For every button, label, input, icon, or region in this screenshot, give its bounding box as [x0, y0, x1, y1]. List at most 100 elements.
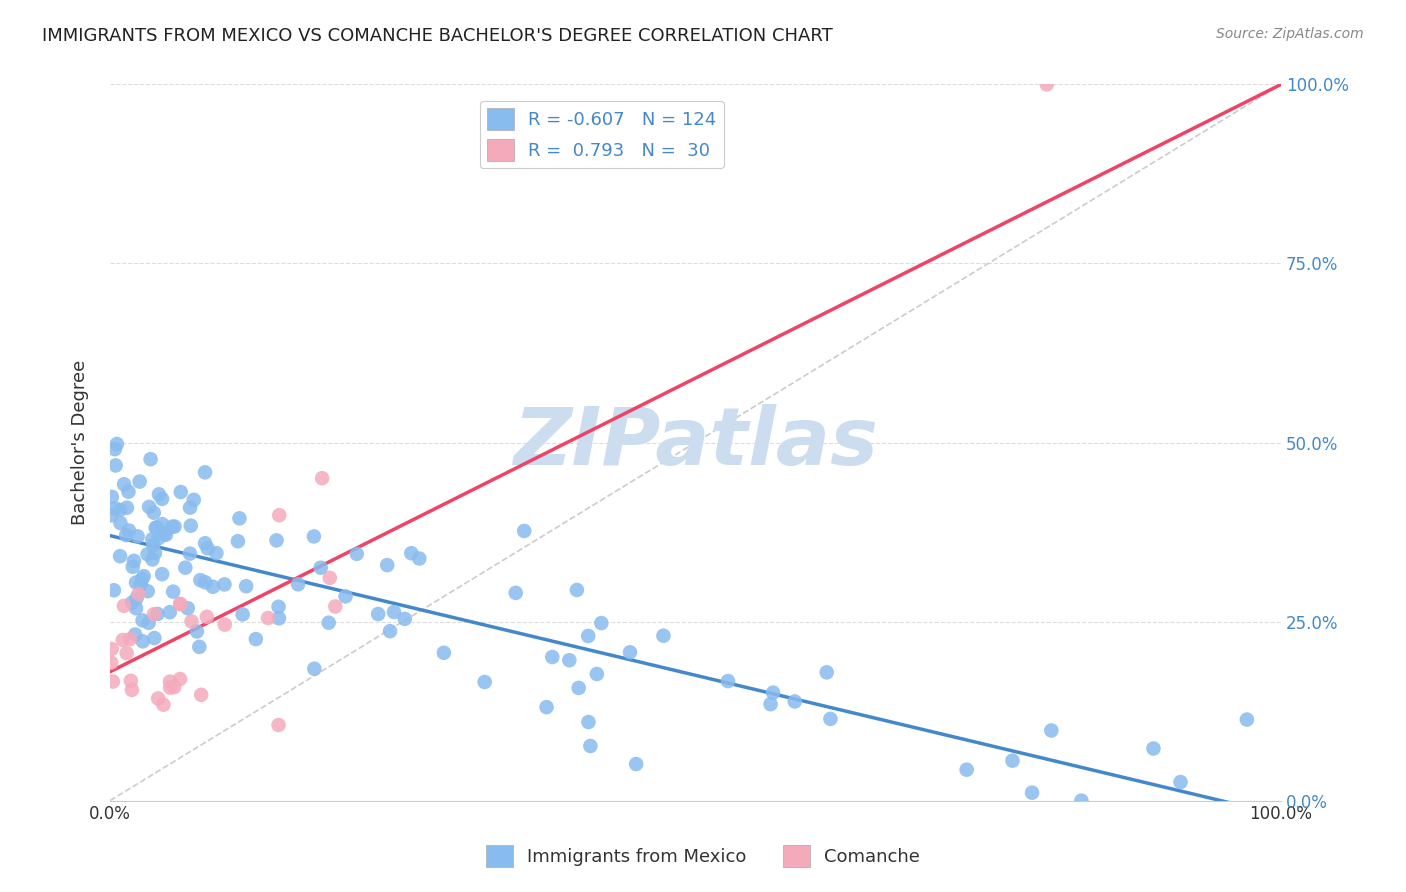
Point — [1170, 775, 1192, 789]
Point — [235, 579, 257, 593]
Point — [100, 642, 122, 657]
Point — [433, 646, 456, 660]
Text: Source: ZipAtlas.com: Source: ZipAtlas.com — [1216, 27, 1364, 41]
Point — [568, 681, 591, 695]
Point — [205, 546, 228, 560]
Point — [624, 757, 647, 772]
Point — [125, 601, 148, 615]
Point — [541, 650, 564, 665]
Point — [112, 599, 135, 613]
Point — [956, 763, 979, 777]
Point — [186, 624, 208, 639]
Point — [565, 582, 588, 597]
Point — [201, 580, 224, 594]
Point — [174, 560, 197, 574]
Point — [820, 712, 842, 726]
Point — [394, 612, 416, 626]
Point — [311, 471, 333, 485]
Point — [150, 517, 173, 532]
Point — [1236, 713, 1258, 727]
Point — [717, 674, 740, 689]
Point — [267, 611, 290, 625]
Point — [783, 694, 806, 708]
Point — [180, 615, 202, 629]
Point — [141, 552, 163, 566]
Point — [194, 466, 217, 480]
Point — [131, 614, 153, 628]
Point — [194, 536, 217, 550]
Point — [335, 590, 357, 604]
Point — [150, 567, 173, 582]
Point — [121, 596, 143, 610]
Point — [143, 631, 166, 645]
Point — [536, 700, 558, 714]
Point — [579, 739, 602, 753]
Point — [1070, 794, 1092, 808]
Point — [257, 611, 280, 625]
Point — [163, 680, 186, 694]
Point — [304, 662, 326, 676]
Point — [138, 615, 160, 630]
Point — [1040, 723, 1063, 738]
Point — [159, 605, 181, 619]
Point — [652, 629, 675, 643]
Point — [309, 560, 332, 574]
Point — [159, 674, 181, 689]
Point — [108, 503, 131, 517]
Point — [104, 501, 127, 516]
Point — [1001, 754, 1024, 768]
Point — [146, 691, 169, 706]
Point — [146, 607, 169, 621]
Point — [401, 546, 423, 560]
Point — [267, 718, 290, 732]
Point — [505, 586, 527, 600]
Y-axis label: Bachelor's Degree: Bachelor's Degree — [72, 359, 89, 525]
Point — [139, 452, 162, 467]
Point — [474, 675, 496, 690]
Point — [131, 572, 153, 586]
Point — [267, 599, 290, 614]
Point — [619, 645, 641, 659]
Point — [169, 597, 191, 611]
Point — [169, 597, 191, 611]
Point — [408, 551, 430, 566]
Point — [104, 458, 127, 473]
Point — [120, 632, 142, 646]
Text: ZIPatlas: ZIPatlas — [513, 403, 877, 482]
Point — [127, 587, 149, 601]
Point — [120, 673, 142, 688]
Point — [266, 533, 288, 548]
Point — [558, 653, 581, 667]
Point — [163, 519, 186, 533]
Point — [179, 500, 201, 515]
Point — [108, 549, 131, 564]
Point — [111, 632, 134, 647]
Point — [177, 601, 200, 615]
Point — [153, 526, 176, 541]
Point — [142, 506, 165, 520]
Point — [269, 508, 291, 523]
Point — [195, 609, 218, 624]
Point — [759, 697, 782, 711]
Point — [148, 531, 170, 545]
Point — [226, 534, 249, 549]
Point — [129, 577, 152, 591]
Point — [183, 492, 205, 507]
Point — [162, 584, 184, 599]
Point — [125, 591, 148, 606]
Point — [197, 541, 219, 556]
Point — [121, 559, 143, 574]
Point — [232, 607, 254, 622]
Point — [146, 520, 169, 534]
Point — [1142, 741, 1164, 756]
Point — [287, 577, 309, 591]
Point — [367, 607, 389, 621]
Point — [121, 682, 143, 697]
Point — [104, 442, 127, 457]
Point — [101, 490, 124, 504]
Point — [169, 672, 191, 686]
Point — [170, 485, 193, 500]
Point — [122, 554, 145, 568]
Point — [127, 529, 149, 543]
Point — [105, 437, 128, 451]
